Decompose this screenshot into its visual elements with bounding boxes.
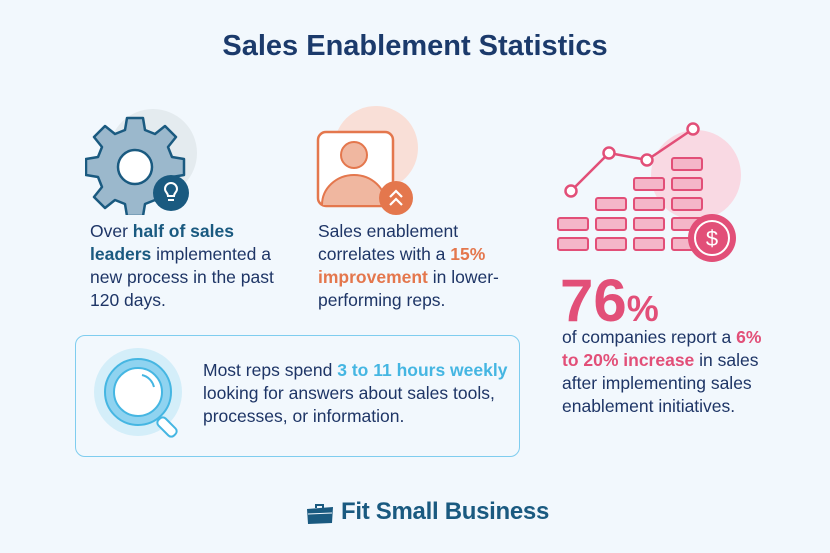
fit-small-business-logo: Fit Small Business [305,498,549,526]
stat-76-percent-text: of companies report a 6% to 20% increase… [562,327,762,416]
person-chevron-up-icon [316,106,418,215]
gear-lightbulb-icon [85,109,197,215]
stat-15-percent-improvement: Sales enablement correlates with a 15% i… [318,221,499,310]
page-title: Sales Enablement Statistics [222,30,608,62]
briefcase-icon [307,504,333,524]
magnifier-icon [94,348,182,438]
stat-hours-weekly-card [75,335,520,457]
stat-half-of-leaders: Over half of sales leaders implemented a… [90,221,274,310]
svg-text:$: $ [706,226,718,251]
stat-hours-weekly: Most reps spend 3 to 11 hours weekly loo… [203,360,508,426]
growth-chart-dollar-icon: $ [557,122,741,262]
stat-76-percent-number: 76% [560,267,659,334]
